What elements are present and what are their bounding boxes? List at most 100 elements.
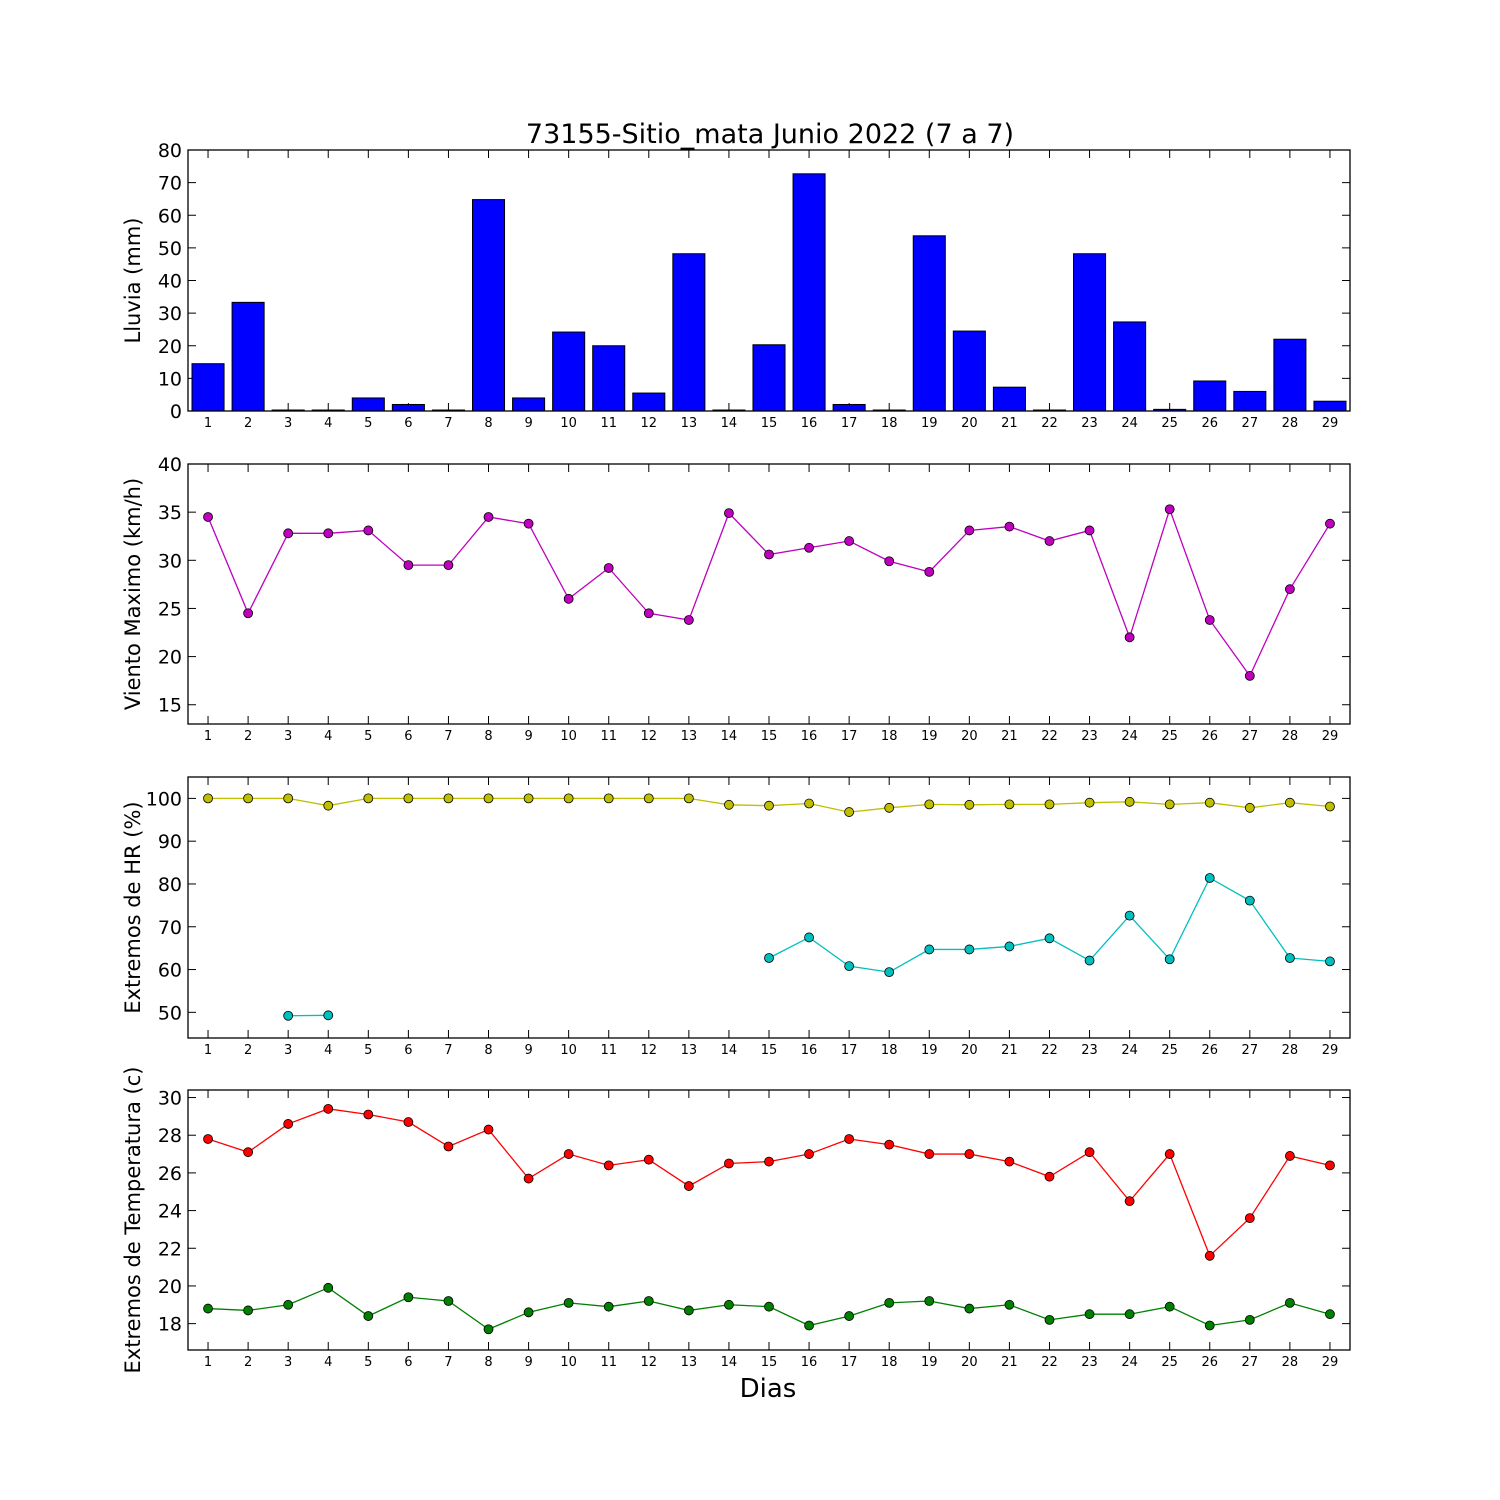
x-tick-label: 18 [881,416,898,431]
data-point [1244,802,1255,813]
y-tick-label: 50 [158,1002,182,1024]
data-point [724,1158,734,1169]
data-point [844,807,855,817]
data-point [643,1154,654,1165]
bar [552,331,586,412]
x-tick-label: 20 [961,416,978,431]
x-tick-label: 13 [681,416,698,431]
x-tick-label: 10 [560,729,577,744]
data-point [1044,799,1055,810]
x-tick-label: 16 [801,416,818,431]
x-tick-label: 18 [881,1043,898,1058]
x-tick-label: 9 [524,1355,532,1370]
data-point [844,1134,855,1144]
data-point [563,793,574,804]
x-tick-label: 8 [484,729,492,744]
data-point [1284,797,1295,808]
data-point [804,932,814,943]
data-point [1325,956,1335,967]
y-axis-label: Extremos de Temperatura (c) [121,1067,145,1374]
y-tick-label: 40 [158,454,182,476]
x-tick-label: 8 [484,1355,492,1370]
y-tick-label: 50 [158,238,182,260]
x-tick-label: 25 [1161,1355,1178,1370]
x-tick-label: 22 [1041,1043,1058,1058]
data-point [724,799,734,810]
data-point [683,615,694,625]
y-tick-label: 24 [158,1201,182,1223]
axes-frame [187,149,1351,412]
data-point [283,1010,294,1021]
y-tick-label: 35 [158,502,182,524]
data-point [243,608,254,619]
x-tick-label: 7 [444,729,452,744]
x-tick-label: 11 [600,416,617,431]
bar [191,363,225,412]
data-point [563,593,574,604]
data-point [203,1303,213,1314]
x-tick-label: 22 [1041,416,1058,431]
y-tick-label: 60 [158,205,182,227]
data-point [1244,1213,1255,1224]
x-tick-label: 8 [484,416,492,431]
y-axis-label: Lluvia (mm) [121,218,145,344]
x-tick-label: 11 [600,1043,617,1058]
x-tick-label: 26 [1201,729,1218,744]
data-point [283,793,294,804]
x-tick-label: 28 [1282,1043,1299,1058]
data-point [764,1156,774,1167]
data-point [724,1299,734,1310]
x-tick-label: 4 [324,1355,332,1370]
x-tick-label: 14 [721,729,738,744]
x-tick-label: 15 [761,1043,778,1058]
data-point [764,549,774,560]
bar [672,253,706,412]
data-point [403,560,414,571]
data-point [363,1109,374,1120]
x-tick-label: 27 [1242,1043,1259,1058]
data-point [1124,796,1135,807]
x-axis-label: Dias [740,1374,797,1404]
x-tick-label: 23 [1081,1043,1098,1058]
data-point [243,1305,254,1316]
y-tick-label: 40 [158,271,182,293]
x-tick-label: 12 [641,1043,658,1058]
data-point [964,525,975,536]
data-point [1084,955,1095,966]
data-point [964,944,975,955]
x-tick-label: 19 [921,729,938,744]
data-point [603,1301,614,1312]
x-tick-label: 16 [801,729,818,744]
bar [1273,338,1307,412]
data-point [1204,1320,1215,1331]
series-1 [203,793,1335,817]
bar [512,397,546,412]
data-point [483,512,494,522]
figure-title: 73155-Sitio_mata Junio 2022 (7 a 7) [526,119,1014,150]
x-tick-label: 21 [1001,729,1018,744]
y-tick-label: 28 [158,1125,182,1147]
bar [231,301,265,412]
x-tick-label: 5 [364,729,372,744]
y-tick-label: 10 [158,368,182,390]
data-point [1124,910,1135,921]
data-point [1164,1149,1175,1159]
data-point [323,1010,334,1021]
data-point [643,1296,654,1306]
x-tick-label: 23 [1081,1355,1098,1370]
x-tick-label: 6 [404,416,412,431]
x-tick-label: 19 [921,1355,938,1370]
data-point [243,793,254,804]
data-point [724,508,734,519]
x-tick-label: 6 [404,1355,412,1370]
y-tick-label: 100 [146,788,182,810]
data-point [1204,797,1215,808]
data-point [924,944,935,955]
x-tick-label: 17 [841,1355,858,1370]
x-tick-label: 25 [1161,729,1178,744]
data-point [1244,670,1255,681]
x-tick-label: 25 [1161,1043,1178,1058]
data-point [1284,584,1295,595]
x-tick-label: 5 [364,416,372,431]
